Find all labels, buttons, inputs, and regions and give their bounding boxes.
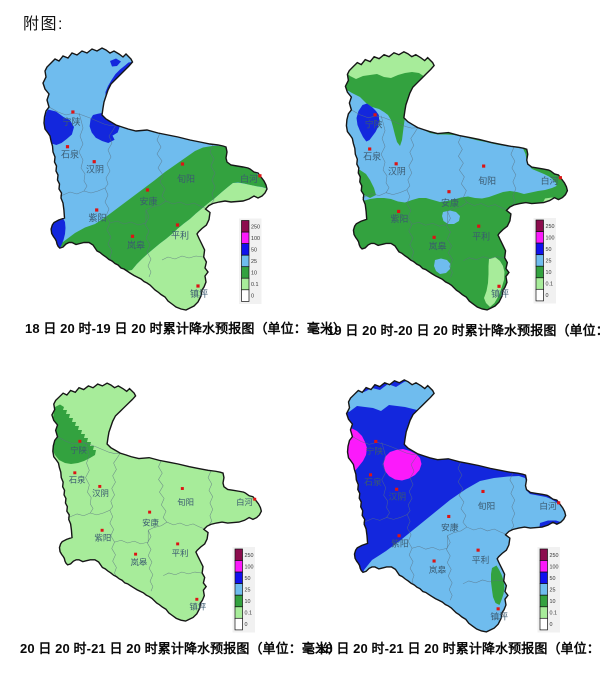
- svg-text:100: 100: [245, 564, 254, 570]
- svg-text:10: 10: [251, 271, 257, 277]
- svg-text:25: 25: [245, 587, 251, 593]
- svg-text:0: 0: [245, 622, 248, 628]
- svg-text:镇坪: 镇坪: [491, 288, 509, 299]
- svg-text:50: 50: [251, 247, 257, 253]
- svg-text:0: 0: [550, 622, 553, 628]
- svg-text:汉阴: 汉阴: [92, 488, 109, 498]
- svg-text:紫阳: 紫阳: [94, 532, 111, 542]
- svg-text:石泉: 石泉: [69, 475, 86, 485]
- svg-text:安康: 安康: [441, 197, 459, 208]
- svg-text:岚皋: 岚皋: [429, 240, 447, 251]
- svg-text:100: 100: [550, 564, 559, 570]
- svg-text:汉阴: 汉阴: [388, 166, 406, 176]
- svg-text:25: 25: [546, 258, 552, 264]
- svg-text:安康: 安康: [441, 522, 459, 533]
- svg-text:0.1: 0.1: [550, 611, 558, 617]
- svg-text:镇坪: 镇坪: [190, 288, 208, 299]
- svg-text:25: 25: [251, 259, 257, 265]
- svg-text:0.1: 0.1: [251, 282, 259, 288]
- svg-text:旬阳: 旬阳: [478, 500, 496, 511]
- svg-text:250: 250: [251, 224, 260, 230]
- svg-text:镇坪: 镇坪: [490, 610, 508, 621]
- svg-text:平利: 平利: [472, 554, 490, 565]
- svg-text:石泉: 石泉: [364, 476, 382, 487]
- svg-text:10: 10: [550, 599, 556, 605]
- svg-text:汉阴: 汉阴: [86, 165, 104, 175]
- svg-text:石泉: 石泉: [61, 149, 79, 160]
- svg-text:宁陕: 宁陕: [70, 445, 87, 455]
- svg-text:平利: 平利: [172, 548, 189, 558]
- svg-text:紫阳: 紫阳: [88, 213, 106, 223]
- svg-text:紫阳: 紫阳: [391, 214, 409, 224]
- svg-text:250: 250: [245, 553, 254, 559]
- svg-text:白河: 白河: [539, 500, 557, 511]
- svg-text:旬阳: 旬阳: [478, 175, 496, 186]
- svg-text:0.1: 0.1: [546, 282, 554, 288]
- svg-text:25: 25: [550, 587, 556, 593]
- svg-text:岚皋: 岚皋: [429, 564, 447, 575]
- svg-text:宁陕: 宁陕: [62, 116, 80, 127]
- svg-text:10: 10: [546, 270, 552, 276]
- svg-text:宁陕: 宁陕: [365, 119, 383, 130]
- svg-text:0: 0: [251, 294, 254, 300]
- svg-text:100: 100: [251, 236, 260, 242]
- svg-text:50: 50: [550, 576, 556, 582]
- svg-text:白河: 白河: [236, 497, 253, 507]
- svg-text:汉阴: 汉阴: [389, 492, 407, 502]
- svg-text:平利: 平利: [171, 230, 189, 241]
- svg-text:岚皋: 岚皋: [127, 240, 145, 251]
- svg-text:旬阳: 旬阳: [177, 497, 194, 507]
- svg-text:100: 100: [546, 235, 555, 241]
- svg-text:安康: 安康: [142, 517, 159, 527]
- svg-text:岚皋: 岚皋: [130, 557, 148, 567]
- svg-text:紫阳: 紫阳: [391, 538, 409, 548]
- svg-text:50: 50: [245, 576, 251, 582]
- svg-text:宁陕: 宁陕: [366, 445, 384, 456]
- svg-text:250: 250: [546, 224, 555, 230]
- svg-text:白河: 白河: [541, 175, 559, 186]
- svg-text:平利: 平利: [472, 231, 490, 242]
- svg-text:镇坪: 镇坪: [189, 601, 206, 611]
- svg-text:10: 10: [245, 599, 251, 605]
- svg-text:250: 250: [550, 553, 559, 559]
- svg-text:旬阳: 旬阳: [177, 173, 195, 184]
- svg-text:50: 50: [546, 247, 552, 253]
- svg-text:安康: 安康: [139, 196, 157, 207]
- svg-text:0: 0: [546, 293, 549, 299]
- svg-text:0.1: 0.1: [245, 611, 253, 617]
- svg-text:白河: 白河: [240, 173, 258, 184]
- svg-text:石泉: 石泉: [363, 151, 381, 162]
